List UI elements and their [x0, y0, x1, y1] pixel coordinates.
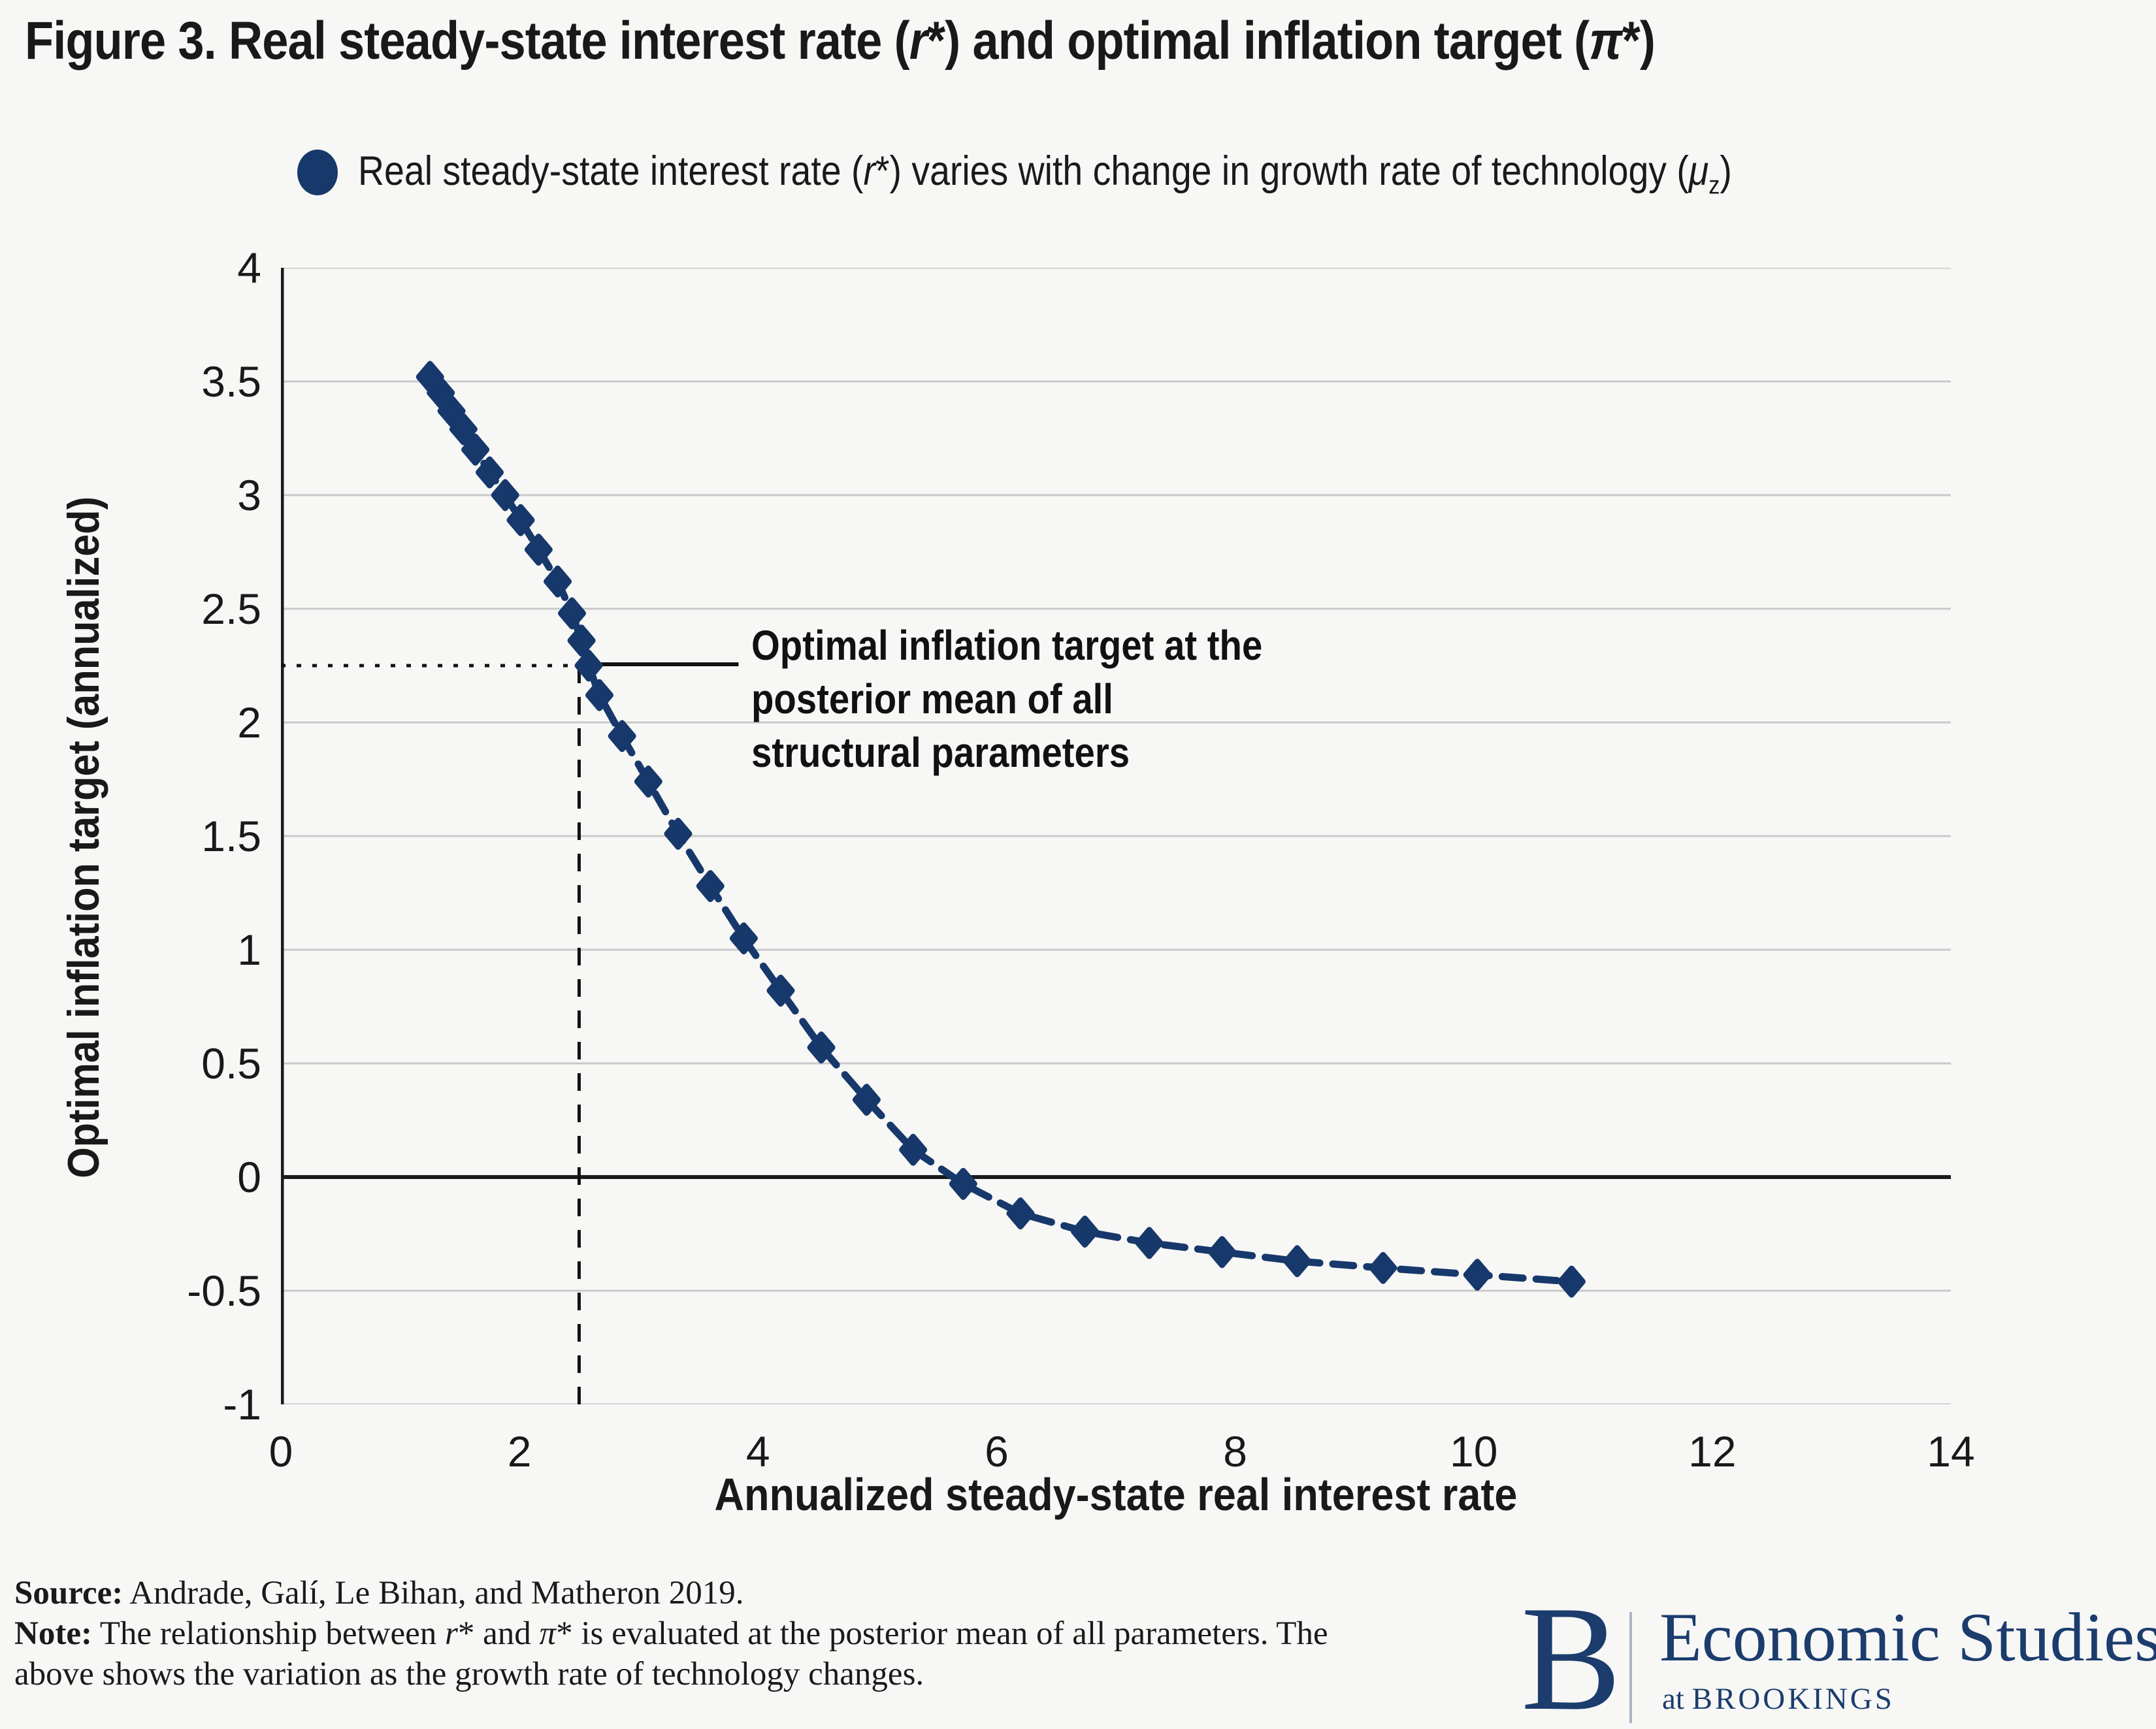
note-text: * and: [457, 1615, 540, 1652]
brookings-b-icon: B: [1521, 1575, 1622, 1729]
diamond-marker: [664, 818, 693, 850]
legend-text: *) varies with change in growth rate of …: [875, 148, 1689, 194]
legend-text: ): [1720, 148, 1732, 194]
legend-circle-icon: [297, 150, 338, 195]
x-tick-label: 4: [745, 1427, 770, 1476]
y-tick-label: 1: [237, 926, 261, 974]
annotation-line: posterior mean of all: [751, 675, 1113, 722]
plot-area: [281, 268, 1951, 1404]
x-tick-label: 12: [1688, 1427, 1737, 1476]
note-text: The relationship between: [91, 1615, 445, 1652]
legend-mu-subscript: z: [1708, 171, 1720, 200]
y-axis-title: Optimal inflation target (annualized): [59, 496, 108, 1178]
diamond-marker: [1006, 1197, 1035, 1230]
annotation-line: structural parameters: [751, 729, 1130, 776]
diamond-marker: [634, 765, 662, 798]
diamond-marker: [852, 1084, 881, 1116]
x-tick-label: 6: [985, 1427, 1009, 1476]
x-tick-label: 0: [269, 1427, 293, 1476]
diamond-marker: [574, 649, 603, 682]
y-tick-label: 3: [237, 471, 261, 519]
diamond-marker: [766, 975, 795, 1007]
y-tick-label: 4: [237, 244, 261, 292]
diamond-marker: [1135, 1227, 1164, 1259]
figure-title: Figure 3. Real steady-state interest rat…: [25, 10, 1877, 72]
diamond-marker: [899, 1133, 928, 1166]
diamond-marker: [696, 870, 725, 903]
diamond-marker: [524, 534, 553, 566]
diamond-marker: [1557, 1265, 1586, 1298]
chart-canvas: [281, 268, 1951, 1404]
diamond-marker: [506, 504, 535, 536]
diamond-marker: [729, 922, 758, 955]
logo-at-text: at: [1662, 1682, 1692, 1716]
diamond-marker: [807, 1031, 836, 1064]
x-tick-label: 8: [1223, 1427, 1247, 1476]
logo-economic-studies: Economic Studies: [1659, 1599, 2156, 1675]
diamond-marker: [1369, 1252, 1397, 1284]
title-text: *) and optimal inflation target (: [926, 11, 1590, 71]
y-tick-label: 3.5: [201, 357, 261, 406]
legend-text: Real steady-state interest rate (: [358, 148, 864, 194]
crosshair-annotation: Optimal inflation target at the posterio…: [751, 619, 1332, 779]
title-pistar-symbol: π: [1589, 11, 1622, 71]
diamond-marker: [557, 597, 586, 630]
y-tick-label: -0.5: [187, 1267, 261, 1315]
logo-divider: [1629, 1612, 1632, 1723]
y-tick-label: 0.5: [201, 1039, 261, 1088]
x-axis-title: Annualized steady-state real interest ra…: [714, 1469, 1518, 1520]
diamond-marker: [476, 456, 504, 489]
y-tick-label: 0: [237, 1153, 261, 1201]
source-line: Source: Andrade, Galí, Le Bihan, and Mat…: [14, 1573, 1347, 1613]
logo-brookings-text: BROOKINGS: [1691, 1682, 1895, 1716]
y-tick-label: 2: [237, 698, 261, 747]
diamond-marker: [1207, 1236, 1236, 1268]
diamond-marker: [461, 433, 490, 466]
y-tick-label: 1.5: [201, 812, 261, 860]
diamond-marker: [1283, 1245, 1312, 1278]
diamond-marker: [491, 479, 519, 511]
diamond-marker: [567, 624, 596, 657]
x-tick-label: 10: [1449, 1427, 1498, 1476]
y-tick-label: -1: [223, 1380, 261, 1429]
legend-rstar-symbol: r: [863, 148, 875, 194]
x-tick-label: 14: [1927, 1427, 1975, 1476]
diamond-marker: [585, 679, 613, 711]
note-label: Note:: [14, 1615, 92, 1652]
diamond-marker: [949, 1167, 977, 1200]
legend-mu-symbol: μ: [1688, 148, 1709, 194]
source-label: Source:: [14, 1575, 123, 1611]
note-pistar-symbol: π: [539, 1615, 557, 1652]
diamond-marker: [544, 565, 572, 598]
y-tick-label: 2.5: [201, 585, 261, 633]
footer-notes: Source: Andrade, Galí, Le Bihan, and Mat…: [14, 1573, 1347, 1694]
x-tick-label: 2: [507, 1427, 532, 1476]
diamond-marker: [449, 413, 478, 445]
title-text: Figure 3. Real steady-state interest rat…: [25, 11, 910, 71]
diamond-marker: [437, 395, 466, 427]
title-rstar-symbol: r: [909, 11, 928, 71]
diamond-marker: [427, 376, 455, 409]
diamond-marker: [1463, 1259, 1492, 1291]
title-text: *): [1622, 11, 1656, 71]
logo-at-brookings: at BROOKINGS: [1662, 1681, 1895, 1717]
diamond-marker: [1071, 1216, 1100, 1248]
series-dashed-line: [426, 373, 1575, 1285]
legend-label: Real steady-state interest rate (r*) var…: [358, 148, 1919, 201]
note-text: * is evaluated at the posterior mean of …: [14, 1615, 1328, 1692]
note-rstar-symbol: r: [445, 1615, 458, 1652]
source-text: Andrade, Galí, Le Bihan, and Matheron 20…: [123, 1575, 744, 1611]
diamond-marker: [608, 720, 636, 752]
annotation-line: Optimal inflation target at the: [751, 622, 1263, 669]
note-line: Note: The relationship between r* and π*…: [14, 1613, 1347, 1694]
